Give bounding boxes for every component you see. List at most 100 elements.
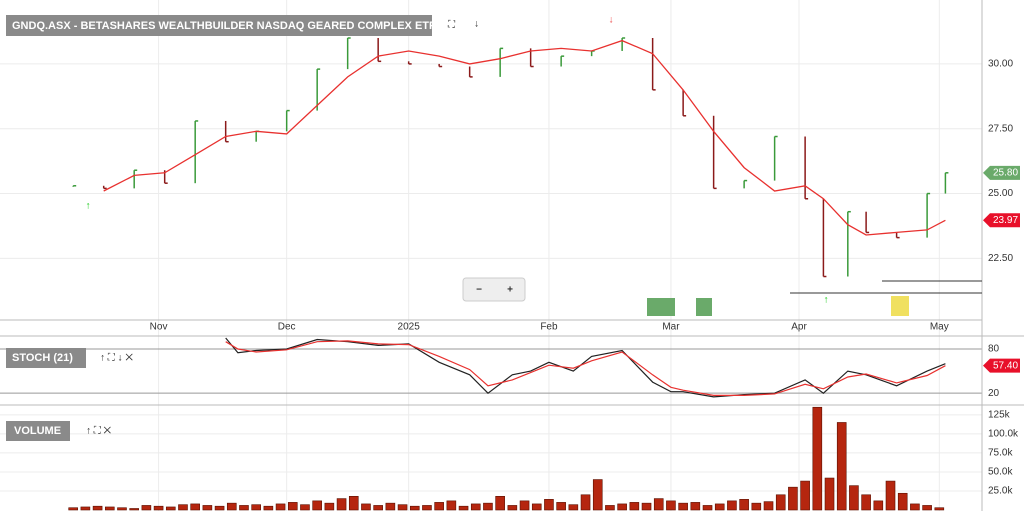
volume-bar xyxy=(422,505,432,511)
buy-arrow: ↑ xyxy=(824,295,829,306)
y-tick-label: 100.0k xyxy=(988,429,1019,440)
zoom-in[interactable]: + xyxy=(507,285,513,296)
volume-bar xyxy=(580,494,591,511)
title-box xyxy=(6,421,70,441)
chart-title: GNDQ.ASX - BETASHARES WEALTHBUILDER NASD… xyxy=(12,20,436,32)
volume-bar xyxy=(129,508,139,511)
volume-bar xyxy=(470,503,481,511)
volume-title: VOLUME xyxy=(14,425,61,437)
x-tick-label: Dec xyxy=(278,322,296,333)
y-tick-label: 125k xyxy=(988,409,1011,420)
y-tick-label: 30.00 xyxy=(988,59,1013,70)
volume-bar xyxy=(409,505,420,511)
volume-bar xyxy=(275,503,286,511)
series-line xyxy=(225,340,946,396)
volume-bar xyxy=(446,500,457,511)
volume-bar xyxy=(763,501,774,511)
event-icon[interactable] xyxy=(647,298,675,316)
volume-bar xyxy=(873,500,884,511)
value-label: 57.40 xyxy=(993,360,1018,371)
volume-bar xyxy=(92,505,103,511)
volume-bar xyxy=(324,502,335,511)
volume-bar xyxy=(922,505,932,511)
x-tick-label: Nov xyxy=(150,322,168,333)
volume-bar xyxy=(153,505,164,511)
volume-bar xyxy=(897,492,908,511)
volume-bar xyxy=(910,503,920,511)
y-tick-label: 50.0k xyxy=(988,467,1013,478)
volume-bar xyxy=(348,495,359,511)
volume-bar xyxy=(788,486,798,511)
volume-bar xyxy=(824,477,835,511)
series-line xyxy=(103,39,946,236)
volume-bar xyxy=(519,500,530,511)
value-tag xyxy=(983,358,1020,373)
volume-bar xyxy=(202,505,213,511)
volume-bar xyxy=(617,503,627,511)
volume-bar xyxy=(629,502,640,511)
volume-bar xyxy=(507,505,518,511)
volume-bar xyxy=(751,502,762,511)
volume-bar xyxy=(458,505,469,511)
volume-bar xyxy=(117,507,127,511)
volume-bar xyxy=(641,502,652,511)
volume-bar xyxy=(605,505,615,511)
y-tick-label: 75.0k xyxy=(988,448,1013,459)
volume-bar xyxy=(800,480,810,511)
volume-bar xyxy=(251,504,261,511)
volume-bar xyxy=(104,506,115,511)
volume-bar xyxy=(592,479,603,511)
value-tag xyxy=(983,213,1020,228)
expand-icon[interactable]: ⛶ xyxy=(447,20,456,31)
volume-bar xyxy=(373,505,383,511)
marks xyxy=(68,37,949,511)
volume-bar xyxy=(812,406,823,511)
y-tick-label: 80 xyxy=(988,344,1000,355)
y-tick-label: 25.00 xyxy=(988,188,1013,199)
volume-bar xyxy=(568,504,579,511)
volume-bar xyxy=(678,502,688,511)
volume-bar xyxy=(885,480,896,511)
volume-bar xyxy=(287,502,298,511)
buy-arrow: ↑ xyxy=(86,201,91,212)
x-tick-label: Mar xyxy=(662,322,680,333)
volume-bar xyxy=(775,494,786,511)
value-label: 23.97 xyxy=(993,215,1018,226)
up-icon[interactable]: ↑ ⛶ ↓ ✕ xyxy=(100,353,133,364)
zoom-out[interactable]: − xyxy=(476,285,482,296)
title-box xyxy=(6,348,86,368)
sell-arrow: ↓ xyxy=(609,15,614,26)
value-tag xyxy=(983,165,1020,180)
up-icon[interactable]: ↑ ⛶ ✕ xyxy=(86,426,112,437)
volume-bar xyxy=(934,507,945,511)
volume-bar xyxy=(263,505,274,511)
volume-bar xyxy=(226,502,237,511)
note-icon[interactable] xyxy=(891,296,909,316)
grid xyxy=(0,0,982,511)
volume-bar xyxy=(739,499,749,511)
volume-bar xyxy=(861,494,871,511)
volume-bar xyxy=(361,503,371,511)
x-tick-label: Feb xyxy=(540,322,558,333)
x-tick-label: 2025 xyxy=(398,322,421,333)
volume-bar xyxy=(68,507,78,511)
value-label: 25.80 xyxy=(993,167,1018,178)
volume-bar xyxy=(165,506,176,511)
down-icon[interactable]: ↓ xyxy=(474,19,479,30)
event-icon[interactable] xyxy=(696,298,712,316)
title-box xyxy=(6,15,432,36)
volume-bar xyxy=(714,503,725,511)
y-tick-label: 27.50 xyxy=(988,123,1013,134)
volume-bar xyxy=(836,422,847,511)
volume-bar xyxy=(727,500,737,511)
volume-bar xyxy=(483,502,493,511)
volume-bar xyxy=(556,502,566,511)
volume-bar xyxy=(653,498,664,511)
volume-bar xyxy=(214,505,225,511)
zoom-buttons xyxy=(462,277,526,302)
volume-bar xyxy=(300,504,310,511)
x-tick-label: May xyxy=(930,322,949,333)
volume-bar xyxy=(544,499,554,511)
